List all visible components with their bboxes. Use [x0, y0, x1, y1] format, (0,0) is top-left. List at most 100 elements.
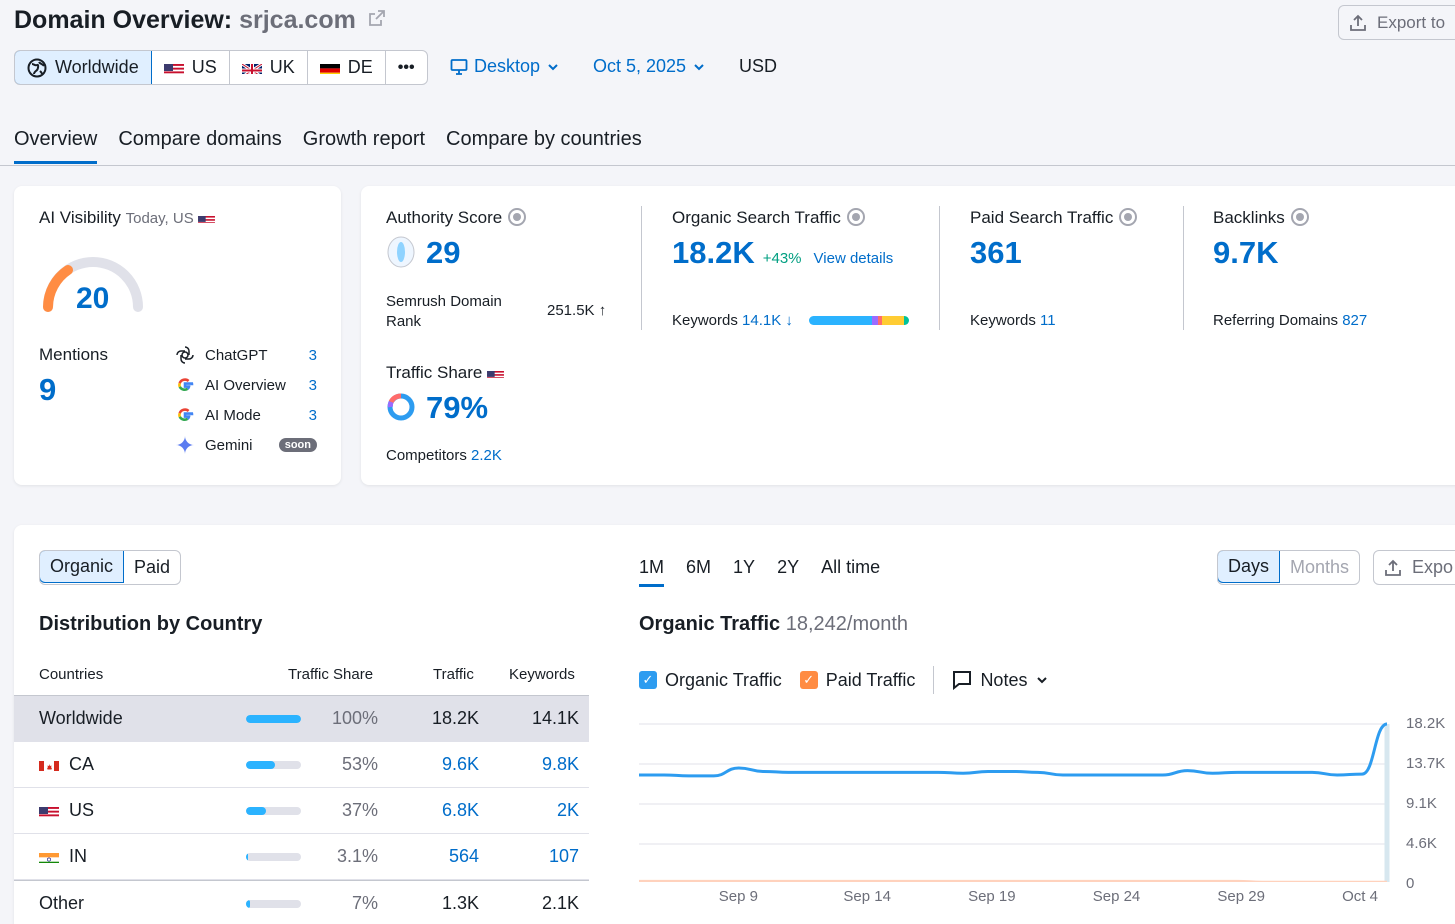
tab-growth-report[interactable]: Growth report — [302, 128, 426, 150]
geo-us[interactable]: US — [152, 51, 230, 84]
divider — [939, 206, 940, 330]
keywords-value[interactable]: 14.1K ↓ — [742, 312, 793, 329]
keywords-label: Keywords — [672, 312, 738, 329]
y-tick-label: 13.7K — [1406, 755, 1446, 772]
info-icon[interactable] — [508, 208, 527, 226]
llm-ai-mode[interactable]: AI Mode 3 — [175, 400, 317, 430]
notes-dropdown[interactable]: Notes — [952, 670, 1049, 691]
table-row[interactable]: CA 53% 9.6K 9.8K — [14, 742, 589, 788]
competitors-value[interactable]: 2.2K — [471, 447, 502, 464]
toggle-days[interactable]: Days — [1218, 551, 1281, 583]
llm-ai-overview[interactable]: AI Overview 3 — [175, 370, 317, 400]
backlinks-value[interactable]: 9.7K — [1213, 235, 1279, 270]
country-cell: US — [39, 800, 94, 821]
traffic-share-value[interactable]: 79% — [426, 390, 489, 425]
country-name: Other — [39, 893, 85, 913]
x-tick-label: Sep 9 — [718, 888, 758, 905]
col-traffic-share[interactable]: Traffic Share — [288, 666, 374, 683]
domain-rank-label: Semrush Domain Rank — [386, 293, 502, 330]
toggle-organic[interactable]: Organic — [40, 551, 125, 583]
external-link-icon[interactable] — [368, 10, 385, 26]
llm-chatgpt[interactable]: ChatGPT 3 — [175, 340, 317, 370]
paid-traffic-value[interactable]: 361 — [970, 235, 1022, 270]
share-bar — [246, 852, 301, 861]
tab-compare-countries[interactable]: Compare by countries — [446, 128, 642, 150]
chart-subtitle: 18,242/month — [785, 613, 909, 635]
keywords-value[interactable]: 107 — [548, 846, 579, 866]
ai-visibility-gauge — [43, 257, 143, 312]
domain-rank-value[interactable]: 251.5K ↑ — [547, 302, 607, 319]
period-6m[interactable]: 6M — [686, 557, 712, 577]
legend-label: Paid Traffic — [825, 669, 916, 690]
legend-organic-checkbox[interactable]: Organic Traffic — [639, 670, 782, 691]
col-keywords[interactable]: Keywords — [509, 666, 575, 683]
chart-export-button[interactable]: Expo — [1373, 550, 1455, 585]
info-icon[interactable] — [1290, 208, 1309, 226]
keywords-value[interactable]: 9.8K — [541, 754, 579, 774]
legend-paid-checkbox[interactable]: Paid Traffic — [799, 669, 916, 691]
share-value: 53% — [341, 754, 378, 774]
tab-compare-domains[interactable]: Compare domains — [118, 128, 282, 150]
period-all-time[interactable]: All time — [821, 557, 881, 577]
table-row[interactable]: IN 3.1% 564 107 — [14, 834, 589, 880]
geo-uk[interactable]: UK — [230, 51, 308, 84]
globe-icon — [27, 58, 47, 77]
date-label: Oct 5, 2025 — [593, 56, 687, 76]
col-traffic[interactable]: Traffic — [433, 666, 474, 683]
authority-score-value[interactable]: 29 — [426, 235, 461, 270]
info-icon[interactable] — [846, 208, 865, 226]
geo-de[interactable]: DE — [308, 51, 386, 84]
traffic-value[interactable]: 6.8K — [441, 800, 479, 820]
period-1m[interactable]: 1M — [639, 557, 665, 587]
organic-traffic-chart[interactable] — [639, 710, 1399, 882]
backlinks-title: Backlinks — [1213, 208, 1285, 227]
flag-de-icon — [319, 61, 340, 74]
geo-more-button[interactable]: ••• — [386, 51, 427, 84]
table-row[interactable]: Other 7% 1.3K 2.1K — [14, 880, 589, 924]
mentions-value[interactable]: 9 — [39, 372, 57, 407]
upload-icon — [1385, 559, 1401, 576]
toggle-paid[interactable]: Paid — [134, 557, 171, 577]
export-label: Expo — [1412, 557, 1454, 577]
info-icon[interactable] — [1119, 208, 1138, 226]
traffic-value[interactable]: 564 — [448, 846, 479, 866]
geo-worldwide[interactable]: Worldwide — [14, 51, 152, 84]
comment-icon — [953, 671, 972, 690]
table-row[interactable]: Worldwide 100% 18.2K 14.1K — [14, 696, 589, 742]
google-icon — [178, 378, 194, 391]
divider — [933, 666, 935, 694]
view-details-link[interactable]: View details — [813, 250, 894, 267]
keywords-value[interactable]: 2K — [556, 800, 579, 820]
table-row[interactable]: US 37% 6.8K 2K — [14, 788, 589, 834]
organic-keywords-row: Keywords 14.1K ↓ — [672, 312, 793, 329]
domain-name[interactable]: srjca.com — [239, 6, 356, 34]
period-1y[interactable]: 1Y — [733, 557, 756, 577]
llm-list: ChatGPT 3 AI Overview 3 AI Mode 3 Gemini… — [175, 340, 317, 460]
keywords-value[interactable]: 11 — [1040, 312, 1056, 329]
referring-domains-value[interactable]: 827 — [1342, 312, 1368, 329]
organic-paid-toggle: Organic Paid — [39, 550, 182, 585]
traffic-value: 18.2K — [431, 708, 479, 728]
llm-name: ChatGPT — [205, 346, 268, 364]
organic-traffic-line — [639, 722, 1388, 778]
page-title: Domain Overview: srjca.com — [14, 6, 385, 35]
country-name: Worldwide — [39, 708, 123, 728]
organic-traffic-value[interactable]: 18.2K — [672, 235, 755, 270]
tabs-divider — [0, 165, 1455, 166]
device-dropdown[interactable]: Desktop — [450, 56, 560, 77]
x-tick-label: Sep 19 — [968, 888, 1016, 905]
toggle-months[interactable]: Months — [1290, 557, 1350, 577]
llm-value: 3 — [308, 376, 317, 394]
x-tick-label: Sep 14 — [843, 888, 891, 905]
y-tick-label: 0 — [1406, 875, 1415, 892]
period-2y[interactable]: 2Y — [777, 557, 800, 577]
date-dropdown[interactable]: Oct 5, 2025 — [593, 56, 706, 77]
metrics-card: Authority Score 29 Semrush Domain Rank 2… — [361, 186, 1455, 485]
export-button[interactable]: Export to — [1338, 5, 1455, 40]
backlinks-label: Backlinks — [1213, 208, 1309, 228]
traffic-value[interactable]: 9.6K — [441, 754, 479, 774]
upload-icon — [1350, 14, 1366, 31]
referring-domains-row: Referring Domains 827 — [1213, 312, 1367, 329]
tab-overview[interactable]: Overview — [14, 128, 98, 164]
country-name: CA — [69, 754, 95, 774]
